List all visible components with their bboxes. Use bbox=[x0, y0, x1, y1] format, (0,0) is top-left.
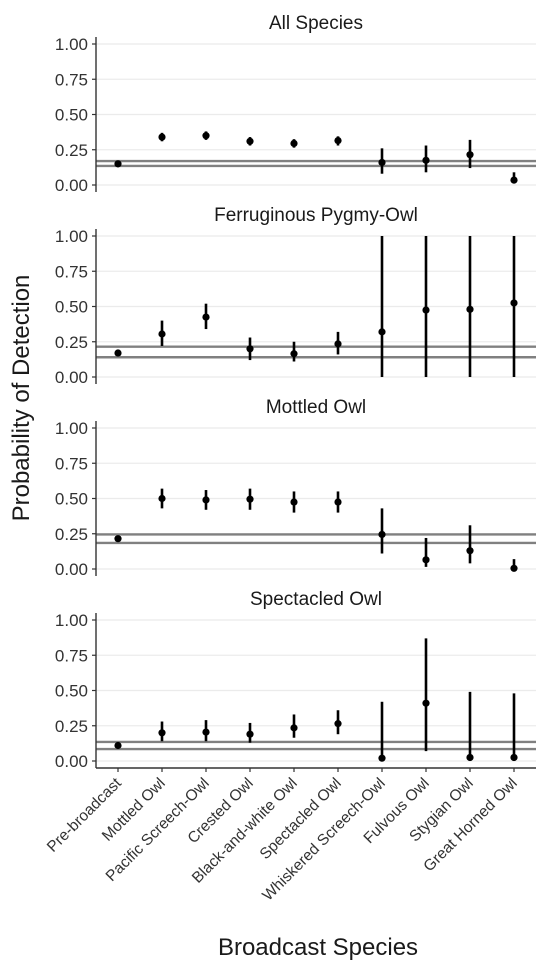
data-point bbox=[114, 349, 122, 357]
data-point bbox=[334, 498, 342, 506]
data-point bbox=[422, 699, 430, 707]
data-point bbox=[466, 151, 474, 159]
data-point bbox=[466, 753, 474, 762]
data-point bbox=[510, 564, 518, 572]
data-point bbox=[202, 728, 210, 736]
y-tick-label: 0.00 bbox=[55, 368, 88, 387]
x-axis-title: Broadcast Species bbox=[218, 934, 418, 961]
data-point bbox=[378, 158, 386, 167]
data-point bbox=[158, 494, 166, 503]
y-tick-label: 0.50 bbox=[55, 106, 88, 125]
data-point bbox=[246, 345, 254, 353]
data-point bbox=[158, 330, 166, 338]
panel-title: Ferruginous Pygmy-Owl bbox=[214, 205, 418, 226]
panels-layer: All Species0.000.250.500.751.00Ferrugino… bbox=[55, 13, 536, 771]
data-point bbox=[422, 306, 430, 314]
y-tick-label: 0.50 bbox=[55, 490, 88, 509]
data-point bbox=[510, 753, 518, 762]
data-point bbox=[290, 350, 298, 358]
data-point bbox=[158, 729, 166, 737]
data-point bbox=[158, 133, 166, 141]
data-point bbox=[114, 741, 122, 750]
y-tick-label: 0.75 bbox=[55, 262, 88, 281]
data-point bbox=[334, 136, 342, 145]
panel-1: All Species 0.00 0.25 0.50 0.75 1.00 bbox=[55, 13, 536, 195]
y-tick-label: 0.75 bbox=[55, 70, 88, 89]
data-point bbox=[202, 132, 210, 140]
y-tick-label: 0.00 bbox=[55, 752, 88, 771]
panel-4: Spectacled Owl 0.00 0.25 0.50 0.75 1.00 bbox=[55, 589, 536, 771]
data-point bbox=[378, 754, 386, 762]
data-point bbox=[422, 556, 430, 564]
y-tick-label: 0.75 bbox=[55, 454, 88, 473]
data-point bbox=[378, 530, 386, 539]
y-tick-label: 1.00 bbox=[55, 35, 88, 54]
data-point bbox=[334, 340, 342, 348]
data-point bbox=[378, 328, 386, 336]
data-point bbox=[422, 156, 430, 164]
data-point bbox=[246, 137, 254, 145]
panel-3: Mottled Owl 0.00 0.25 0.50 0.75 1.00 bbox=[55, 397, 536, 579]
y-tick-label: 0.00 bbox=[55, 560, 88, 579]
data-point bbox=[246, 495, 254, 503]
data-point bbox=[510, 176, 518, 184]
y-axis-title: Probability of Detection bbox=[8, 275, 35, 522]
data-point bbox=[466, 305, 474, 313]
panel-title: Spectacled Owl bbox=[250, 589, 382, 610]
y-tick-label: 0.25 bbox=[55, 717, 88, 736]
data-point bbox=[290, 498, 298, 506]
y-tick-label: 0.25 bbox=[55, 333, 88, 352]
data-point bbox=[334, 720, 342, 728]
data-point bbox=[202, 313, 210, 321]
data-point bbox=[290, 139, 298, 148]
panel-title: All Species bbox=[269, 13, 363, 34]
y-tick-label: 0.50 bbox=[55, 682, 88, 701]
data-point bbox=[114, 535, 122, 543]
panel-2: Ferruginous Pygmy-Owl 0.00 0.25 0.50 0.75 1.0… bbox=[55, 205, 536, 387]
x-tick-label: Pre-broadcast bbox=[44, 774, 125, 855]
y-tick-label: 0.25 bbox=[55, 141, 88, 160]
y-tick-label: 1.00 bbox=[55, 419, 88, 438]
data-point bbox=[246, 730, 254, 738]
y-tick-label: 0.75 bbox=[55, 646, 88, 665]
data-point bbox=[202, 496, 210, 504]
y-tick-label: 0.00 bbox=[55, 176, 88, 195]
data-point bbox=[114, 160, 122, 168]
data-point bbox=[510, 299, 518, 307]
data-point bbox=[466, 547, 474, 555]
panel-title: Mottled Owl bbox=[266, 397, 366, 418]
y-tick-label: 1.00 bbox=[55, 611, 88, 630]
y-tick-label: 0.25 bbox=[55, 525, 88, 544]
y-tick-label: 1.00 bbox=[55, 227, 88, 246]
data-point bbox=[290, 724, 298, 732]
y-tick-label: 0.50 bbox=[55, 298, 88, 317]
